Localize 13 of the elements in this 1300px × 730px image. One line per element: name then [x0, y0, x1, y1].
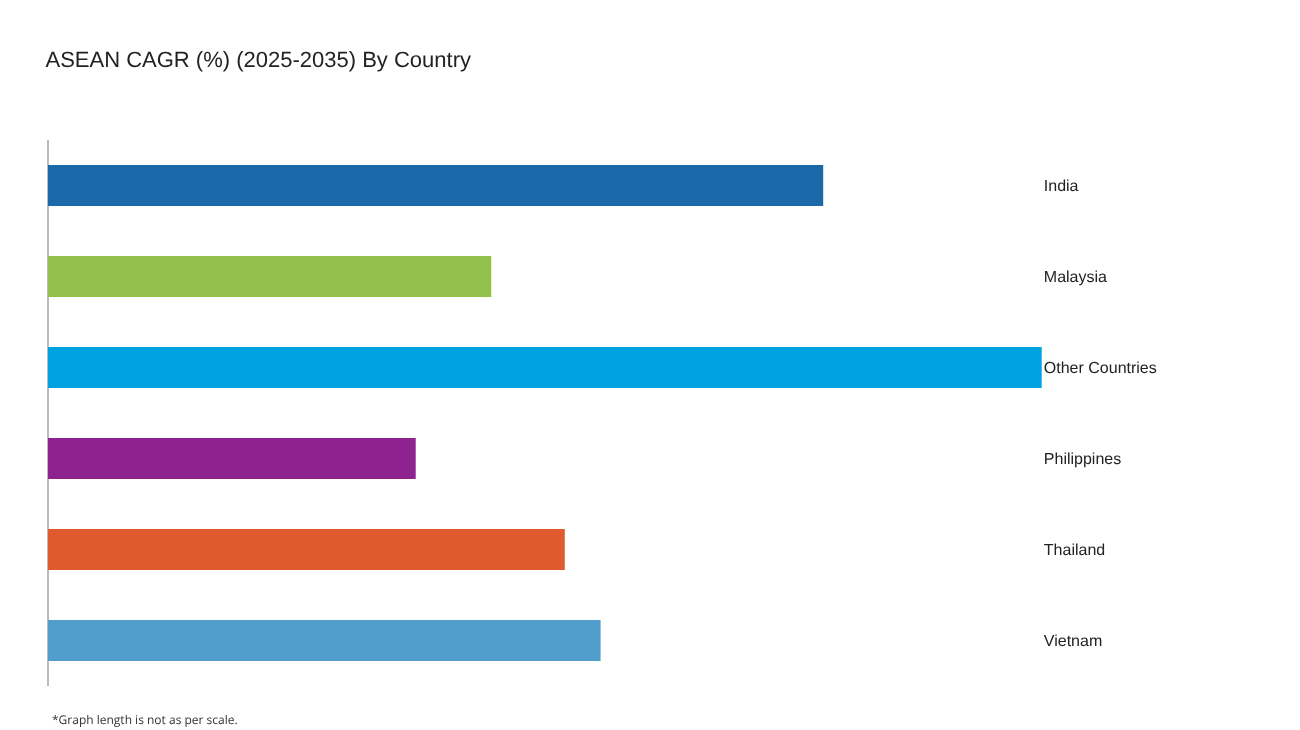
y-tick-label: Malaysia — [1043, 268, 1109, 287]
bar — [48, 347, 1042, 388]
y-tick-label: Vietnam — [1043, 632, 1103, 651]
y-tick-label: India — [1043, 177, 1080, 196]
y-tick-label: Other Countries — [1043, 359, 1157, 378]
bar — [48, 529, 565, 570]
bar — [48, 438, 416, 479]
bar — [48, 620, 601, 661]
y-tick-label: Philippines — [1043, 450, 1122, 469]
bar — [48, 165, 824, 206]
bar — [48, 256, 492, 297]
chart-title: ASEAN CAGR (%) (2025-2035) By Country — [45, 48, 472, 73]
y-tick-label: Thailand — [1043, 541, 1106, 560]
